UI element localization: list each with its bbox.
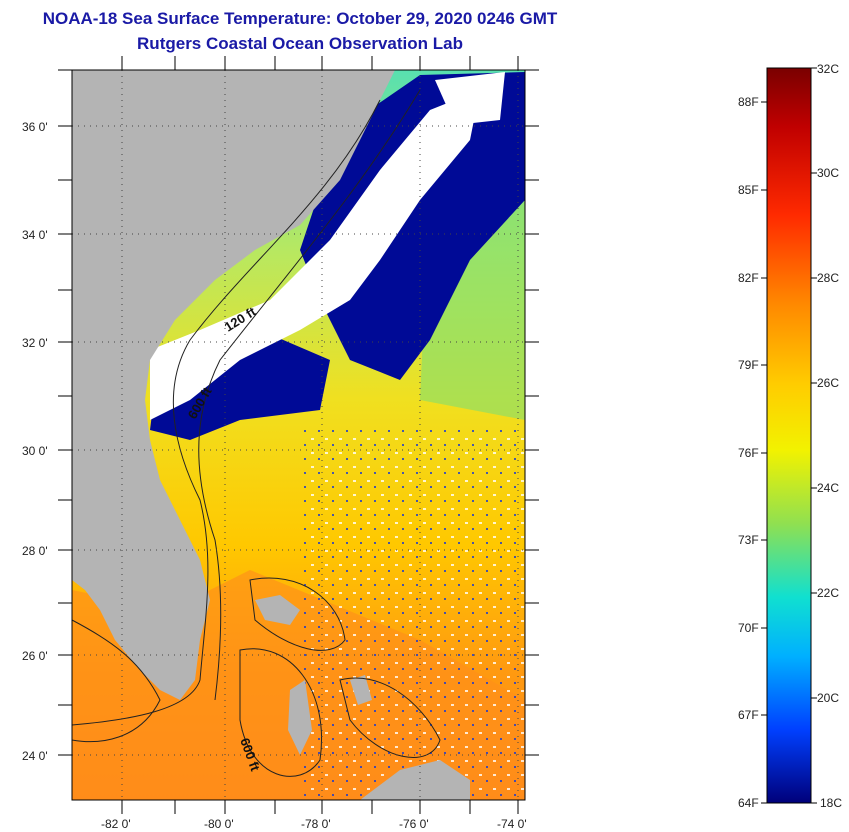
contour-bank-2 bbox=[239, 648, 322, 777]
contour-600ft bbox=[198, 89, 421, 701]
colorbar-fahrenheit-label: 70F bbox=[738, 621, 759, 635]
colorbar-fahrenheit-label: 79F bbox=[738, 358, 759, 372]
colorbar-gradient bbox=[766, 67, 812, 804]
colorbar-celsius-label: 22C bbox=[817, 586, 839, 600]
lat-label: 24 0' bbox=[22, 749, 48, 763]
lat-label: 32 0' bbox=[22, 336, 48, 350]
colorbar-celsius-label: 28C bbox=[817, 271, 839, 285]
contour-bank-3 bbox=[339, 677, 441, 758]
island-1 bbox=[255, 595, 300, 625]
colorbar-fahrenheit-label: 67F bbox=[738, 708, 759, 722]
colorbar-celsius-label: 30C bbox=[817, 166, 839, 180]
lon-label: -78 0' bbox=[301, 817, 331, 831]
colorbar-fahrenheit-label: 85F bbox=[738, 183, 759, 197]
map-title: NOAA-18 Sea Surface Temperature: October… bbox=[42, 9, 558, 28]
lat-label: 26 0' bbox=[22, 649, 48, 663]
cloud-speckle bbox=[300, 430, 525, 800]
colorbar-fahrenheit-label: 73F bbox=[738, 533, 759, 547]
lat-label: 36 0' bbox=[22, 120, 48, 134]
colorbar-fahrenheit-label: 88F bbox=[738, 95, 759, 109]
colorbar-celsius-label: 18C bbox=[820, 796, 842, 810]
lat-label: 30 0' bbox=[22, 444, 48, 458]
contour-shelf bbox=[72, 99, 381, 726]
cold-region-north bbox=[300, 72, 525, 380]
colorbar-fahrenheit-label: 64F bbox=[738, 796, 759, 810]
lon-label: -76 0' bbox=[399, 817, 429, 831]
lon-label: -74 0' bbox=[497, 817, 527, 831]
lat-label: 28 0' bbox=[22, 544, 48, 558]
island-3 bbox=[350, 675, 372, 705]
cloud-cover bbox=[150, 90, 480, 420]
colorbar-celsius-label: 26C bbox=[817, 376, 839, 390]
land-mass bbox=[72, 70, 395, 700]
lon-label: -80 0' bbox=[204, 817, 234, 831]
colorbar-fahrenheit-label: 76F bbox=[738, 446, 759, 460]
axis-ticks bbox=[58, 56, 539, 814]
map-frame bbox=[71, 69, 526, 801]
contour-bank-1 bbox=[249, 577, 346, 651]
land-south bbox=[360, 760, 470, 800]
sst-map bbox=[72, 70, 525, 800]
colorbar-fahrenheit-label: 82F bbox=[738, 271, 759, 285]
map-subtitle: Rutgers Coastal Ocean Observation Lab bbox=[137, 34, 463, 53]
colorbar-celsius-label: 20C bbox=[817, 691, 839, 705]
colorbar: 32C 30C 28C 26C 24C 22C 20C 18C 88F 85F … bbox=[738, 62, 842, 810]
lon-label: -82 0' bbox=[101, 817, 131, 831]
lat-label: 34 0' bbox=[22, 228, 48, 242]
island-2 bbox=[288, 680, 312, 755]
colorbar-celsius-label: 32C bbox=[817, 62, 839, 76]
contour-gulf bbox=[72, 619, 161, 743]
colorbar-celsius-label: 24C bbox=[817, 481, 839, 495]
cloud-patch bbox=[435, 72, 505, 125]
